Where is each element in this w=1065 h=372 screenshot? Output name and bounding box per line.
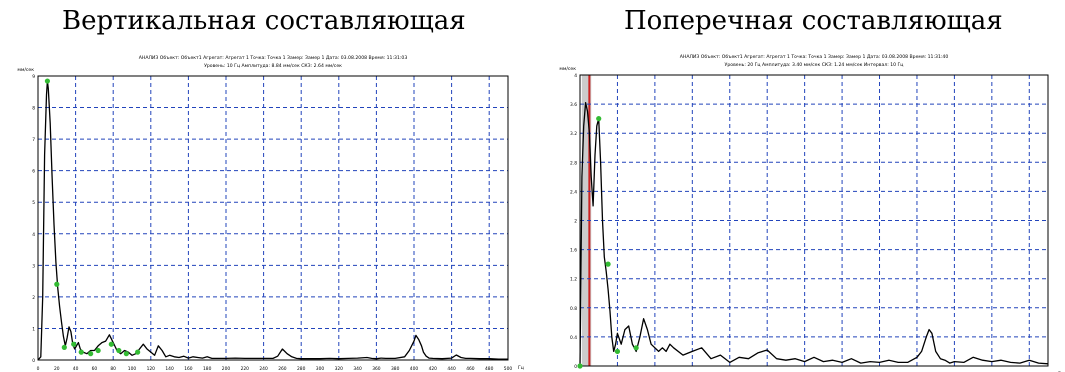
x-tick-label: 140 — [165, 366, 174, 372]
x-tick-label: 280 — [297, 366, 306, 372]
y-tick-label: 2.4 — [570, 189, 577, 195]
y-axis-label: мм/сек — [17, 67, 34, 73]
cursor-band — [581, 75, 592, 366]
y-tick-label: 1 — [32, 326, 35, 332]
chart-header-line: АНАЛИЗ Объект: Объект1 Агрегат: Агрегат … — [680, 54, 949, 60]
y-tick-label: 3 — [32, 263, 35, 269]
y-tick-label: 4 — [574, 73, 577, 79]
y-tick-label: 2 — [32, 295, 35, 301]
peak-marker — [596, 116, 602, 122]
x-tick-label: 400 — [410, 366, 419, 372]
x-tick-label: 80 — [110, 366, 116, 372]
x-tick-label: 460 — [466, 366, 475, 372]
chart-header-line: АНАЛИЗ Объект: Объект1 Агрегат: Агрегат … — [139, 55, 408, 61]
y-tick-label: 9 — [32, 74, 35, 80]
peak-marker — [44, 78, 51, 84]
y-tick-label: 0.4 — [570, 335, 577, 341]
y-tick-label: 0.8 — [570, 306, 577, 312]
x-tick-label: 240 — [259, 366, 268, 372]
chart-header-line: Уровень: 10 Гц Амплитуда: 8.84 мм/сек СК… — [204, 63, 342, 69]
x-tick-label: 500 — [504, 366, 513, 372]
x-tick-label: 300 — [316, 366, 325, 372]
x-tick-label: 0 — [37, 366, 40, 372]
plot-frame — [579, 74, 1049, 367]
y-tick-label: 7 — [32, 137, 35, 143]
peak-marker — [577, 363, 583, 369]
x-tick-label: 200 — [222, 366, 231, 372]
peak-marker — [61, 344, 67, 350]
peak-marker — [605, 261, 611, 267]
x-tick-label: 120 — [147, 366, 156, 372]
x-tick-label: 20 — [54, 366, 60, 372]
x-tick-label: 480 — [485, 366, 494, 372]
y-tick-label: 5 — [32, 200, 35, 206]
peak-marker — [116, 347, 122, 354]
peak-marker — [633, 345, 639, 351]
peak-marker — [614, 348, 621, 355]
x-tick-label: 360 — [372, 366, 381, 372]
y-tick-label: 4 — [32, 232, 35, 238]
y-tick-label: 0 — [32, 358, 35, 364]
x-tick-label: 340 — [353, 366, 362, 372]
x-tick-label: 40 — [73, 366, 79, 372]
y-tick-label: 6 — [32, 169, 35, 175]
y-tick-label: 1.6 — [570, 248, 577, 254]
peak-marker — [123, 351, 129, 357]
chart-header-line: Уровень: 20 Гц Амплитуда: 3.40 мм/сек СК… — [725, 62, 904, 68]
y-tick-label: 3.6 — [570, 102, 577, 108]
y-tick-label: 3.2 — [570, 131, 577, 137]
x-tick-label: 220 — [241, 366, 250, 372]
y-tick-label: 2 — [574, 219, 577, 225]
y-tick-label: 1.2 — [570, 277, 577, 283]
x-axis-label: Гц — [518, 365, 524, 371]
x-tick-label: 440 — [447, 366, 456, 372]
x-tick-label: 320 — [335, 366, 344, 372]
y-axis-label: мм/сек — [559, 66, 576, 72]
peak-marker — [88, 351, 94, 357]
x-tick-label: 380 — [391, 366, 400, 372]
x-tick-label: 180 — [203, 366, 212, 372]
plot-frame — [37, 75, 509, 361]
y-tick-label: 2.8 — [570, 160, 577, 166]
x-tick-label: 260 — [278, 366, 287, 372]
peak-marker — [95, 347, 101, 354]
panel-title-vertical: Вертикальная составляющая — [62, 6, 466, 36]
panel-title-transverse: Поперечная составляющая — [624, 6, 1003, 36]
x-tick-label: 160 — [184, 366, 193, 372]
peak-marker — [54, 281, 60, 287]
y-tick-label: 0 — [574, 364, 577, 370]
peak-marker — [108, 341, 114, 347]
y-tick-label: 8 — [32, 106, 35, 112]
x-tick-label: 100 — [128, 366, 137, 372]
series-line — [579, 101, 1049, 367]
peak-marker — [135, 349, 141, 355]
peak-marker — [71, 341, 77, 347]
series-line — [37, 80, 508, 361]
x-tick-label: 420 — [429, 366, 438, 372]
peak-marker — [78, 349, 84, 355]
x-tick-label: 60 — [92, 366, 98, 372]
